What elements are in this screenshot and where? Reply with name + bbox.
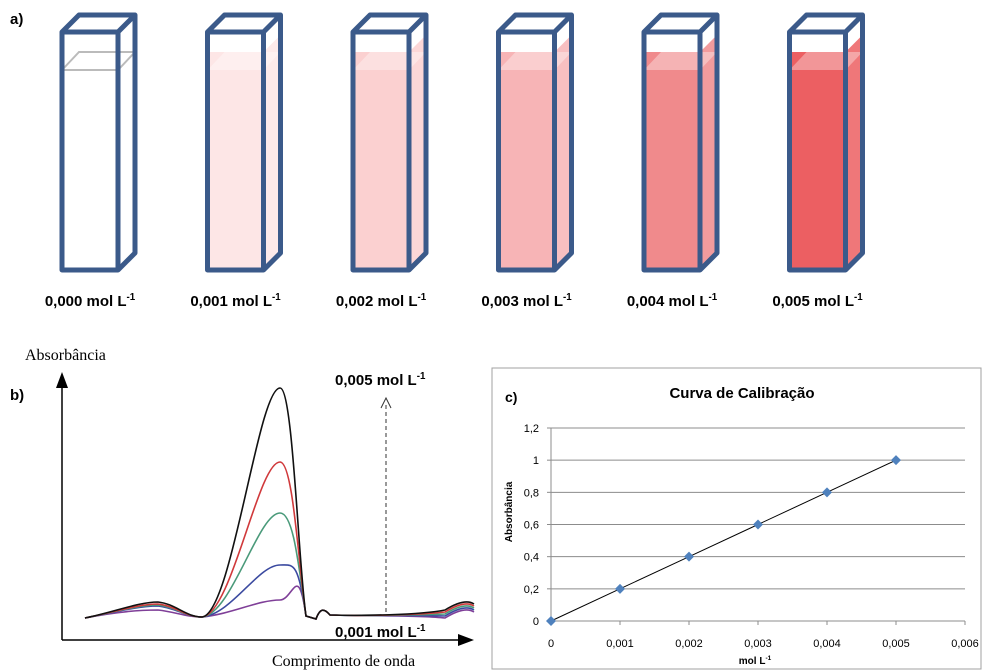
x-tick-label: 0,006 bbox=[951, 638, 979, 650]
liquid-side bbox=[700, 35, 717, 270]
cuvette-label: 0,002 mol L-1 bbox=[336, 292, 427, 310]
annotation-main: 0,001 mol L bbox=[335, 624, 417, 641]
cuvette-label-main: 0,002 mol L bbox=[336, 293, 418, 310]
liquid-side bbox=[845, 35, 863, 270]
liquid-side bbox=[409, 35, 426, 270]
data-point bbox=[615, 583, 625, 594]
annotation-main: 0,005 mol L bbox=[335, 372, 417, 389]
cuvette-label-sup: -1 bbox=[709, 292, 718, 303]
spectrum-curve bbox=[84, 585, 475, 620]
spectra-panel bbox=[56, 372, 475, 646]
meniscus bbox=[59, 51, 138, 71]
data-point bbox=[753, 519, 763, 530]
data-point bbox=[546, 616, 556, 626]
annotation: 0,005 mol L-1 bbox=[335, 371, 426, 389]
x-axis-label-sup: -1 bbox=[765, 655, 771, 662]
cuvette-label-main: 0,004 mol L bbox=[627, 293, 709, 310]
cuvette-outline bbox=[641, 12, 720, 273]
chart-title: Curva de Calibração bbox=[669, 385, 814, 402]
cuvette-label: 0,001 mol L-1 bbox=[190, 292, 281, 310]
cuvette-outline bbox=[205, 12, 283, 273]
liquid bbox=[207, 52, 264, 270]
data-point bbox=[891, 455, 901, 466]
x-tick-label: 0,001 bbox=[606, 638, 634, 650]
liquid-side bbox=[263, 35, 281, 270]
x-tick-label: 0,002 bbox=[675, 638, 703, 650]
y-axis-label: Absorbância bbox=[504, 481, 515, 542]
spectrum-curve bbox=[84, 564, 475, 620]
cuvette-label-sup: -1 bbox=[418, 292, 427, 303]
cuvette-label: 0,000 mol L-1 bbox=[45, 292, 136, 310]
cuvette-label-sup: -1 bbox=[127, 292, 136, 303]
y-tick-label: 0,6 bbox=[524, 520, 539, 532]
panel-label: c) bbox=[505, 389, 517, 405]
spectra bbox=[84, 387, 475, 620]
trend-line bbox=[550, 459, 897, 622]
cuvette-outline bbox=[496, 12, 574, 273]
y-tick-label: 1 bbox=[533, 455, 539, 467]
cuvette-label: 0,005 mol L-1 bbox=[772, 292, 863, 310]
cuvette-label-sup: -1 bbox=[854, 292, 863, 303]
chart-frame bbox=[491, 367, 982, 670]
x-axis-label: Comprimento de onda bbox=[272, 653, 415, 670]
cuvette-label-main: 0,005 mol L bbox=[772, 293, 854, 310]
data-point bbox=[684, 551, 694, 562]
liquid bbox=[789, 52, 846, 270]
panel-label: b) bbox=[10, 387, 24, 404]
x-tick-label: 0 bbox=[548, 638, 554, 650]
cuvette-label-sup: -1 bbox=[563, 292, 572, 303]
cuvette-label-main: 0,003 mol L bbox=[481, 293, 563, 310]
y-tick-label: 0 bbox=[533, 616, 539, 628]
x-tick-label: 0,004 bbox=[813, 638, 841, 650]
y-tick-label: 0,2 bbox=[524, 584, 539, 596]
cuvette-label-sup: -1 bbox=[272, 292, 281, 303]
liquid bbox=[498, 52, 555, 270]
annotation-sup: -1 bbox=[417, 371, 426, 382]
spectrum-curve bbox=[84, 461, 475, 620]
liquid-side bbox=[554, 35, 572, 270]
cuvette-label-main: 0,000 mol L bbox=[45, 293, 127, 310]
cuvette-outline bbox=[350, 12, 429, 273]
x-arrow bbox=[458, 634, 474, 646]
liquid bbox=[353, 52, 409, 270]
data-point bbox=[822, 487, 832, 498]
spectrum-curve bbox=[84, 387, 475, 620]
cuvette-label: 0,004 mol L-1 bbox=[627, 292, 718, 310]
x-axis-label-main: mol L bbox=[739, 656, 766, 667]
y-tick-label: 1,2 bbox=[524, 423, 539, 435]
annotation-sup: -1 bbox=[417, 623, 426, 634]
y-arrow bbox=[56, 372, 68, 388]
x-axis-label: mol L-1 bbox=[739, 655, 772, 667]
panel-label: a) bbox=[10, 11, 23, 28]
y-axis-label: Absorbância bbox=[25, 347, 106, 364]
y-tick-label: 0,8 bbox=[524, 487, 539, 499]
liquid bbox=[644, 52, 700, 270]
x-tick-label: 0,005 bbox=[882, 638, 910, 650]
y-tick-label: 0,4 bbox=[524, 552, 539, 564]
x-tick-label: 0,003 bbox=[744, 638, 772, 650]
cuvette-label: 0,003 mol L-1 bbox=[481, 292, 572, 310]
annotation: 0,001 mol L-1 bbox=[335, 623, 426, 641]
cuvette-outline bbox=[59, 12, 138, 273]
cuvette-outline bbox=[787, 12, 865, 273]
arrow-head bbox=[380, 396, 392, 409]
cuvette-label-main: 0,001 mol L bbox=[190, 293, 272, 310]
